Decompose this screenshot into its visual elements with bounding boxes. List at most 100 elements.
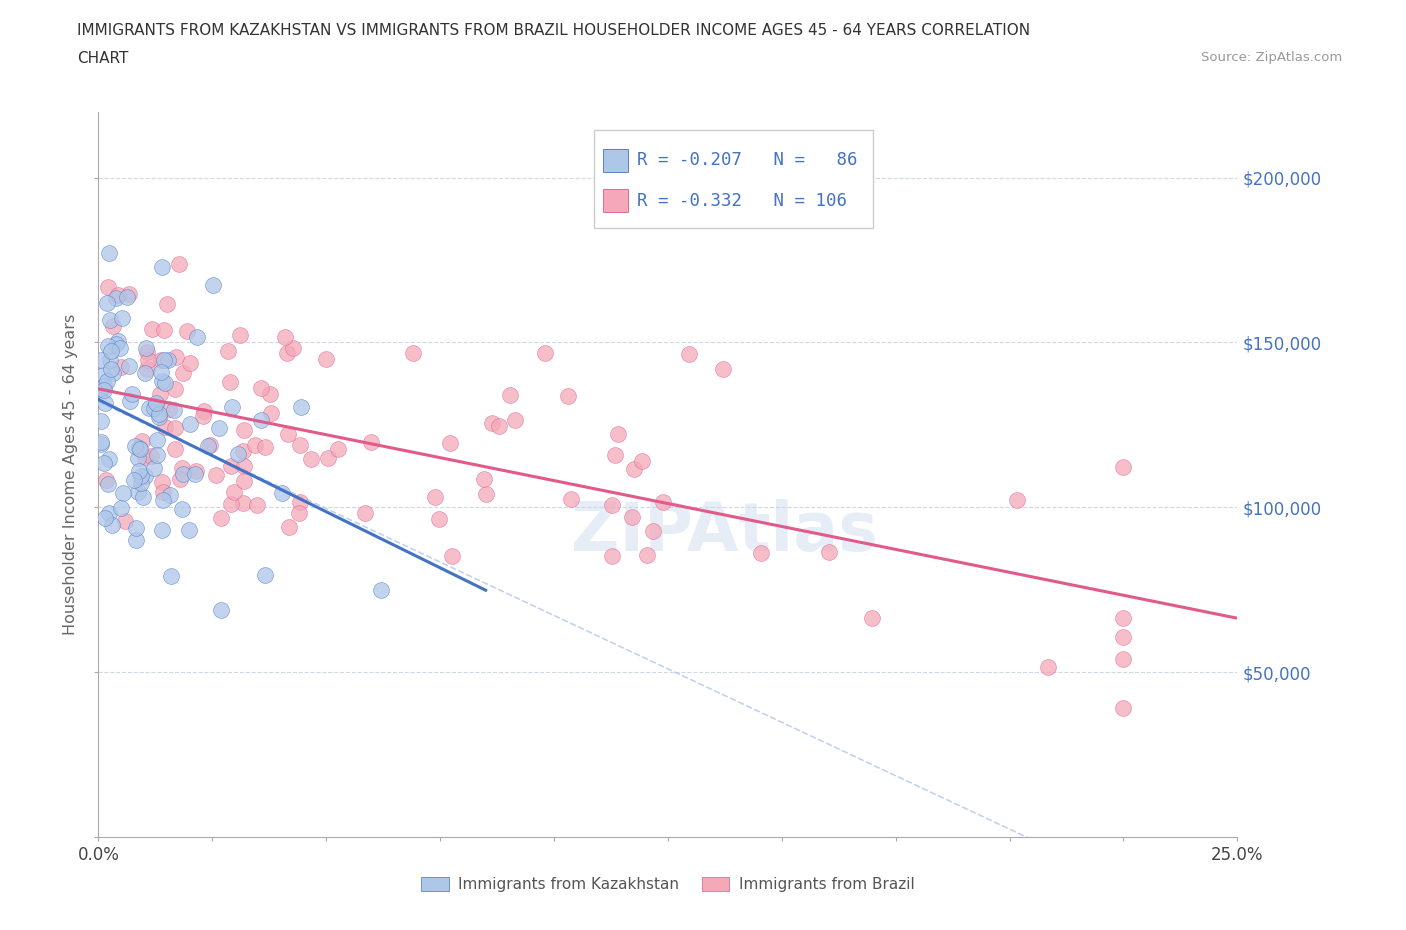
Point — [94, 472, 117, 487]
Point — [288, 495, 311, 510]
Point — [1112, 630, 1135, 644]
Point — [254, 567, 277, 582]
Point — [122, 472, 145, 487]
Point — [125, 521, 148, 536]
FancyBboxPatch shape — [593, 130, 873, 228]
Point — [101, 518, 124, 533]
Point — [246, 498, 269, 512]
Text: R = -0.207   N =   86: R = -0.207 N = 86 — [637, 152, 858, 169]
Point — [219, 497, 242, 512]
Point — [172, 467, 194, 482]
Point — [557, 389, 579, 404]
Point — [120, 394, 142, 409]
Point — [159, 487, 181, 502]
Point — [152, 493, 174, 508]
Point — [259, 386, 281, 401]
Y-axis label: Householder Income Ages 45 - 64 years: Householder Income Ages 45 - 64 years — [63, 313, 79, 635]
Point — [93, 379, 115, 393]
Point — [98, 312, 121, 327]
Point — [105, 290, 128, 305]
Point — [600, 549, 623, 564]
Point — [191, 408, 214, 423]
Point — [90, 434, 112, 449]
Point — [1036, 659, 1059, 674]
Point — [97, 339, 120, 353]
Point — [290, 400, 312, 415]
Point — [623, 461, 645, 476]
Point — [177, 523, 200, 538]
Point — [150, 260, 173, 275]
Point — [170, 461, 193, 476]
Point — [176, 324, 198, 339]
Point — [288, 505, 311, 520]
Point — [370, 583, 392, 598]
Point — [103, 318, 125, 333]
Point — [1112, 701, 1135, 716]
Point — [110, 360, 132, 375]
Point — [277, 427, 299, 442]
Legend: Immigrants from Kazakhstan, Immigrants from Brazil: Immigrants from Kazakhstan, Immigrants f… — [415, 871, 921, 898]
Point — [105, 337, 128, 352]
Point — [127, 485, 149, 499]
Point — [146, 432, 169, 447]
Point — [97, 477, 120, 492]
Point — [232, 473, 254, 488]
Point — [129, 469, 152, 484]
Point — [129, 476, 152, 491]
Point — [186, 464, 208, 479]
Point — [94, 511, 117, 525]
Point — [94, 395, 117, 410]
Point — [111, 485, 134, 500]
Point — [360, 434, 382, 449]
Point — [678, 347, 700, 362]
Text: ZIPAtlas: ZIPAtlas — [571, 499, 879, 565]
Point — [134, 365, 156, 380]
Point — [145, 395, 167, 410]
Point — [100, 343, 122, 358]
Point — [153, 323, 176, 338]
Point — [630, 454, 652, 469]
Point — [115, 290, 138, 305]
Point — [163, 402, 186, 417]
Point — [600, 498, 623, 512]
Point — [233, 458, 256, 473]
Point — [149, 365, 172, 379]
Point — [254, 440, 277, 455]
Point — [277, 519, 299, 534]
Point — [149, 352, 172, 367]
Point — [281, 341, 304, 356]
Point — [153, 352, 176, 367]
Point — [209, 511, 232, 525]
Point — [232, 444, 254, 458]
Point — [204, 468, 226, 483]
Point — [118, 287, 141, 302]
Point — [148, 409, 170, 424]
Point — [620, 510, 643, 525]
Point — [153, 376, 176, 391]
Point — [209, 603, 232, 618]
Point — [481, 416, 503, 431]
Point — [1005, 493, 1028, 508]
Point — [136, 352, 159, 367]
Point — [711, 362, 734, 377]
Point — [134, 450, 156, 465]
Point — [179, 417, 201, 432]
Point — [146, 447, 169, 462]
Point — [163, 381, 186, 396]
Point — [160, 569, 183, 584]
Point — [1112, 652, 1135, 667]
Point — [219, 375, 242, 390]
Point — [150, 475, 173, 490]
Point — [652, 494, 675, 509]
Point — [101, 365, 124, 380]
Point — [149, 387, 172, 402]
Point — [184, 466, 207, 481]
Point — [534, 345, 557, 360]
Point — [440, 549, 463, 564]
Point — [326, 441, 349, 456]
Point — [250, 380, 273, 395]
Point — [474, 486, 496, 501]
Point — [229, 327, 252, 342]
Point — [749, 546, 772, 561]
Point — [97, 452, 120, 467]
